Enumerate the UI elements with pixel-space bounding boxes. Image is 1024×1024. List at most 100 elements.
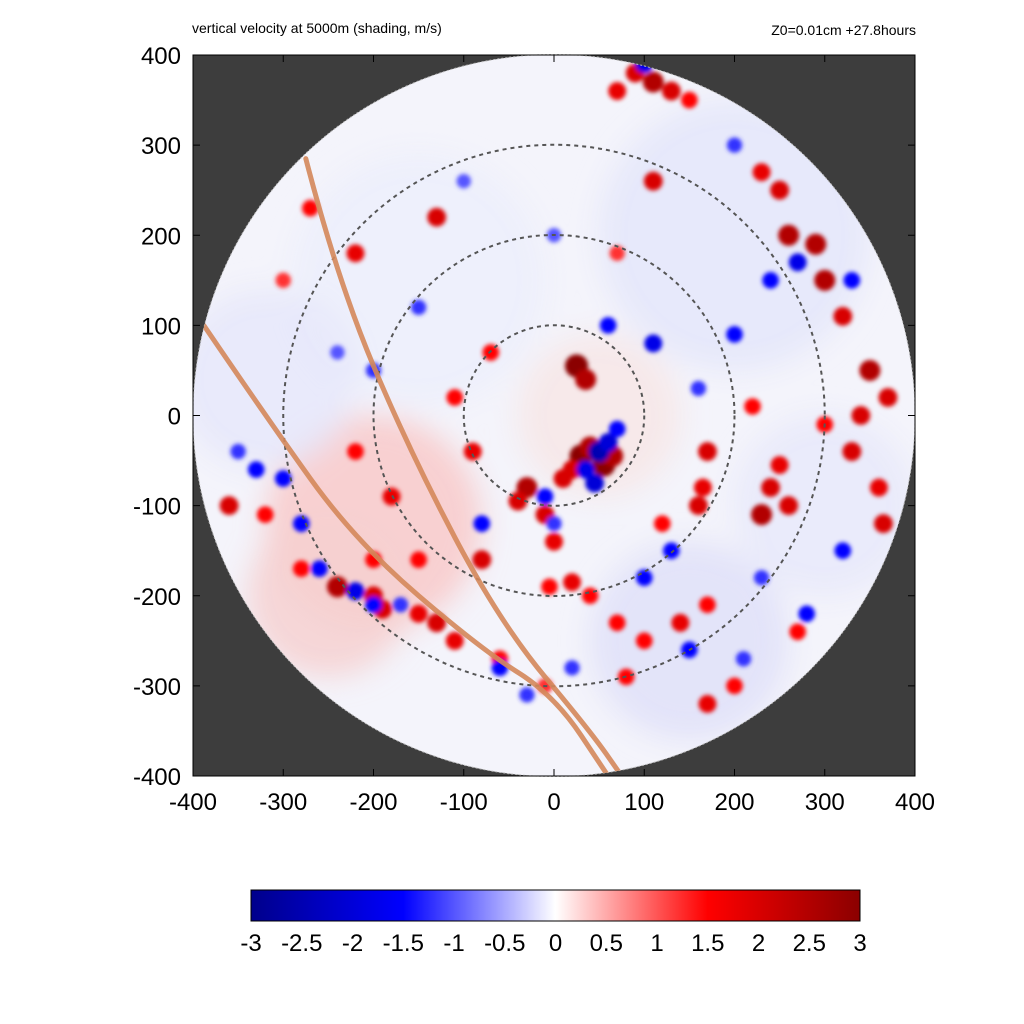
updraft-point <box>878 388 898 407</box>
updraft-point <box>869 478 888 497</box>
updraft-point <box>699 596 716 614</box>
y-tick-label: -400 <box>133 764 181 791</box>
updraft-point <box>689 496 708 516</box>
x-tick-label: 300 <box>805 789 845 816</box>
downdraft-point <box>247 461 265 478</box>
downdraft-point <box>546 516 562 532</box>
updraft-point <box>563 573 582 592</box>
colorbar-tick-label: 3 <box>853 930 866 957</box>
downdraft-point <box>726 137 743 153</box>
downdraft-point <box>536 488 554 505</box>
x-tick-label: 0 <box>547 789 560 816</box>
downdraft-point <box>274 470 292 487</box>
colorbar-tick-label: 2.5 <box>793 930 826 957</box>
updraft-point <box>698 442 717 461</box>
updraft-point <box>851 406 871 425</box>
updraft-point <box>698 694 717 713</box>
updraft-point <box>608 614 626 632</box>
downdraft-point <box>635 569 653 587</box>
updraft-point <box>874 514 893 534</box>
x-tick-label: 100 <box>624 789 664 816</box>
colorbar-tick-label: 0.5 <box>590 930 623 957</box>
downdraft-point <box>410 299 427 315</box>
updraft-point <box>608 82 627 101</box>
updraft-point <box>833 306 853 326</box>
updraft-point <box>642 71 664 93</box>
downdraft-point <box>392 597 409 613</box>
updraft-point <box>752 163 771 182</box>
updraft-point <box>463 442 482 461</box>
y-tick-label: 200 <box>141 223 181 250</box>
chart-title: vertical velocity at 5000m (shading, m/s… <box>192 20 442 36</box>
shading-blob <box>517 334 681 497</box>
velocity-field <box>193 55 915 741</box>
y-tick-label: 100 <box>141 313 181 340</box>
updraft-point <box>382 487 401 506</box>
downdraft-point <box>576 460 595 479</box>
updraft-point <box>256 506 274 523</box>
downdraft-point <box>788 253 807 272</box>
updraft-point <box>761 478 780 497</box>
updraft-point <box>581 587 599 605</box>
colorbar-tick-label: 0 <box>549 930 562 957</box>
updraft-point <box>446 389 464 406</box>
shading-blob <box>292 153 545 407</box>
run-info-label: Z0=0.01cm +27.8hours <box>771 22 916 38</box>
x-tick-label: 200 <box>714 789 754 816</box>
updraft-point <box>778 224 800 246</box>
colorbar-tick-label: -2 <box>342 930 363 957</box>
colorbar-tick-label: -3 <box>240 930 261 957</box>
shading-blob <box>599 99 870 371</box>
updraft-point <box>635 632 653 650</box>
y-tick-label: 400 <box>141 43 181 70</box>
updraft-point <box>409 604 428 623</box>
updraft-point <box>661 81 681 101</box>
colorbar-tick-label: 2 <box>752 930 765 957</box>
downdraft-point <box>564 660 580 676</box>
updraft-point <box>654 515 671 532</box>
updraft-point <box>643 171 663 191</box>
downdraft-point <box>608 420 626 438</box>
colorbar-tick-label: 1 <box>650 930 663 957</box>
updraft-point <box>219 496 239 516</box>
updraft-point <box>553 469 573 488</box>
downdraft-point <box>230 443 246 460</box>
updraft-point <box>842 442 862 461</box>
updraft-point <box>770 456 789 475</box>
downdraft-point <box>346 582 365 601</box>
colorbar-tick-label: -1.5 <box>383 930 424 957</box>
track-lines <box>201 156 625 777</box>
updraft-point <box>346 244 365 263</box>
colorbar-tick-label: -2.5 <box>281 930 322 957</box>
downdraft-point <box>473 515 491 532</box>
x-tick-label: -300 <box>259 789 307 816</box>
downdraft-point <box>834 542 852 559</box>
downdraft-point <box>843 272 861 289</box>
updraft-point <box>410 551 427 568</box>
updraft-point <box>545 532 563 551</box>
updraft-point <box>779 496 799 516</box>
updraft-point <box>347 443 364 460</box>
y-tick-label: -200 <box>133 584 181 611</box>
x-tick-label: -100 <box>440 789 488 816</box>
downdraft-point <box>598 433 618 452</box>
x-tick-label: 400 <box>895 789 935 816</box>
updraft-point <box>693 478 712 497</box>
velocity-cores <box>219 55 898 713</box>
updraft-point <box>326 576 348 598</box>
downdraft-point <box>735 651 752 667</box>
updraft-point <box>859 359 881 381</box>
updraft-point <box>541 578 558 596</box>
shading-blob <box>193 289 356 470</box>
colorbar-tick-label: 1.5 <box>691 930 724 957</box>
downdraft-point <box>293 515 310 532</box>
updraft-point <box>789 623 806 641</box>
downdraft-point <box>585 473 605 493</box>
range-ring <box>372 234 736 597</box>
updraft-point <box>275 272 291 288</box>
y-tick-label: -300 <box>133 674 181 701</box>
colorbar-tick-label: -1 <box>443 930 464 957</box>
updraft-point <box>744 398 761 415</box>
updraft-point <box>805 233 827 255</box>
updraft-point <box>814 269 836 291</box>
